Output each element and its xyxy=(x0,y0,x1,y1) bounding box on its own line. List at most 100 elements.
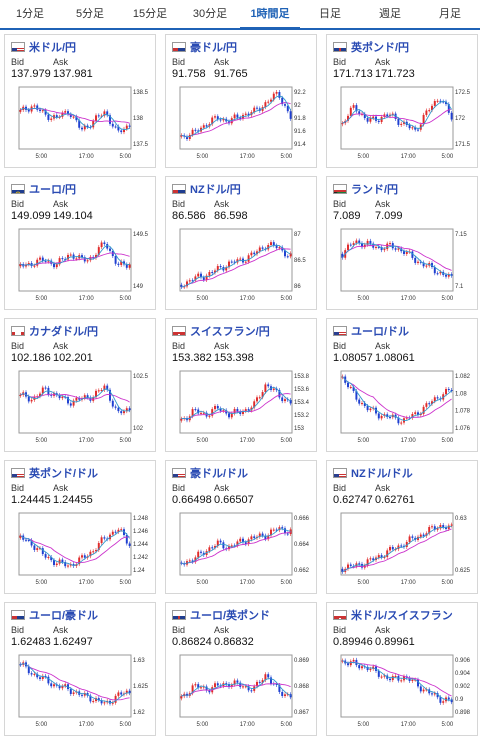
candle-body xyxy=(205,125,208,127)
candle-body xyxy=(200,551,202,553)
candle-body xyxy=(267,535,270,540)
moving-average-long xyxy=(181,102,291,138)
tab-1[interactable]: 5分足 xyxy=(75,8,105,20)
currency-card[interactable]: 米ドル/円 Bid Ask 137.979 137.981 138.5 138 137.5 5:… xyxy=(4,34,156,168)
candle-body xyxy=(253,107,256,113)
y-tick-label: 1.08 xyxy=(455,391,467,397)
x-tick-label: 5:00 xyxy=(281,154,293,160)
candle-body xyxy=(50,118,53,120)
ask-label: Ask xyxy=(53,57,69,67)
bid-value: 171.713 xyxy=(333,68,373,80)
pair-name[interactable]: 英ポンド/ドル xyxy=(29,468,99,480)
candle-body xyxy=(41,548,44,555)
candle-body xyxy=(58,559,61,564)
candle-body xyxy=(103,537,106,539)
tab-3[interactable]: 30分足 xyxy=(192,8,228,20)
pair-name[interactable]: カナダドル/円 xyxy=(29,326,99,338)
pair-name[interactable]: ランド/円 xyxy=(351,184,399,196)
candle-body xyxy=(419,534,422,537)
tab-0[interactable]: 1分足 xyxy=(15,8,45,20)
currency-card[interactable]: 豪ドル/円 Bid Ask 91.758 91.765 92.2 92 91.8 91.6 91.… xyxy=(165,34,317,168)
candle-body xyxy=(128,408,131,411)
candle-body xyxy=(233,408,236,414)
candle-body xyxy=(33,105,36,107)
pair-name[interactable]: NZドル/ドル xyxy=(351,468,413,480)
candle-body xyxy=(53,263,55,268)
currency-card[interactable]: ユーロ/円 Bid Ask 149.099 149.104 149.5 149 5:00 17:… xyxy=(4,176,156,310)
tab-7[interactable]: 月足 xyxy=(439,8,461,20)
currency-card[interactable]: 豪ドル/ドル Bid Ask 0.66498 0.66507 0.666 0.664 0.66… xyxy=(165,460,317,594)
currency-card[interactable]: ユーロ/ドル Bid Ask 1.08057 1.08061 1.082 1.08 1.078… xyxy=(326,318,478,452)
pair-name[interactable]: 豪ドル/ドル xyxy=(190,468,249,480)
candle-body xyxy=(239,117,242,119)
card-header: 米ドル/スイスフラン xyxy=(333,608,453,622)
ask-label: Ask xyxy=(375,625,391,635)
candle-body xyxy=(100,700,103,704)
currency-card[interactable]: ユーロ/豪ドル Bid Ask 1.62483 1.62497 1.63 1.625 1.62… xyxy=(4,602,156,736)
x-tick-label: 5:00 xyxy=(36,580,48,586)
candle-body xyxy=(389,243,391,245)
pair-name[interactable]: ユーロ/豪ドル xyxy=(29,610,99,622)
candle-body xyxy=(50,260,53,264)
candle-body xyxy=(414,257,417,263)
candle-body xyxy=(352,105,355,108)
pair-name[interactable]: 米ドル/円 xyxy=(29,42,77,54)
pair-name[interactable]: NZドル/円 xyxy=(190,184,241,196)
candle-body xyxy=(72,692,75,694)
candle-body xyxy=(109,248,111,251)
candle-body xyxy=(202,125,205,128)
currency-card[interactable]: 英ポンド/円 Bid Ask 171.713 171.723 172.5 172 171.5 5… xyxy=(326,34,478,168)
currency-card[interactable]: カナダドル/円 Bid Ask 102.186 102.201 102.5 102 5:00 1… xyxy=(4,318,156,452)
pair-name[interactable]: 米ドル/スイスフラン xyxy=(351,610,453,622)
tab-6[interactable]: 週足 xyxy=(379,8,401,20)
tab-2[interactable]: 15分足 xyxy=(132,8,168,20)
x-tick-label: 5:00 xyxy=(36,438,48,444)
currency-card[interactable]: ランド/円 Bid Ask 7.089 7.099 7.15 7.1 5:00 17:00 5:0… xyxy=(326,176,478,310)
pair-name[interactable]: ユーロ/円 xyxy=(29,184,77,196)
currency-card[interactable]: スイスフラン/円 Bid Ask 153.382 153.398 153.8 153.6 15… xyxy=(165,318,317,452)
pair-name[interactable]: 豪ドル/円 xyxy=(190,42,238,54)
currency-card[interactable]: ユーロ/英ポンド Bid Ask 0.86824 0.86832 0.869 0.868 0.… xyxy=(165,602,317,736)
candle-body xyxy=(380,247,383,251)
candle-body xyxy=(419,124,422,130)
y-tick-label: 137.5 xyxy=(133,142,149,148)
pair-name[interactable]: ユーロ/英ポンド xyxy=(190,610,271,622)
x-tick-label: 5:00 xyxy=(442,722,454,728)
candle-body xyxy=(372,558,375,561)
candle-body xyxy=(83,555,86,558)
pair-name[interactable]: 英ポンド/円 xyxy=(351,42,410,54)
candle-body xyxy=(369,408,372,411)
tab-5[interactable]: 日足 xyxy=(319,8,341,20)
ask-value: 149.104 xyxy=(53,210,93,222)
currency-card[interactable]: 英ポンド/ドル Bid Ask 1.24445 1.24455 1.248 1.246 1.2… xyxy=(4,460,156,594)
candle-body xyxy=(414,412,417,414)
candle-body xyxy=(67,254,69,260)
candle-body xyxy=(55,563,58,566)
tab-4[interactable]: 1時間足 xyxy=(240,0,300,30)
candle-body xyxy=(47,260,50,262)
pair-name[interactable]: スイスフラン/円 xyxy=(190,326,270,338)
mini-chart[interactable]: 7.157.15:00 17:00 5:00 xyxy=(331,227,473,305)
y-tick-label: 86 xyxy=(294,284,301,290)
currency-card[interactable]: 米ドル/スイスフラン Bid Ask 0.89946 0.89961 0.906 0.904… xyxy=(326,602,478,736)
pair-name[interactable]: ユーロ/ドル xyxy=(351,326,410,338)
currency-card[interactable]: NZドル/円 Bid Ask 86.586 86.598 87 86.5 86 5:00 17:0… xyxy=(165,176,317,310)
candle-body xyxy=(103,242,106,245)
candle-body xyxy=(417,261,419,263)
currency-card[interactable]: NZドル/ドル Bid Ask 0.62747 0.62761 0.63 0.625 5:00… xyxy=(326,460,478,594)
ask-value: 1.62497 xyxy=(53,636,93,648)
